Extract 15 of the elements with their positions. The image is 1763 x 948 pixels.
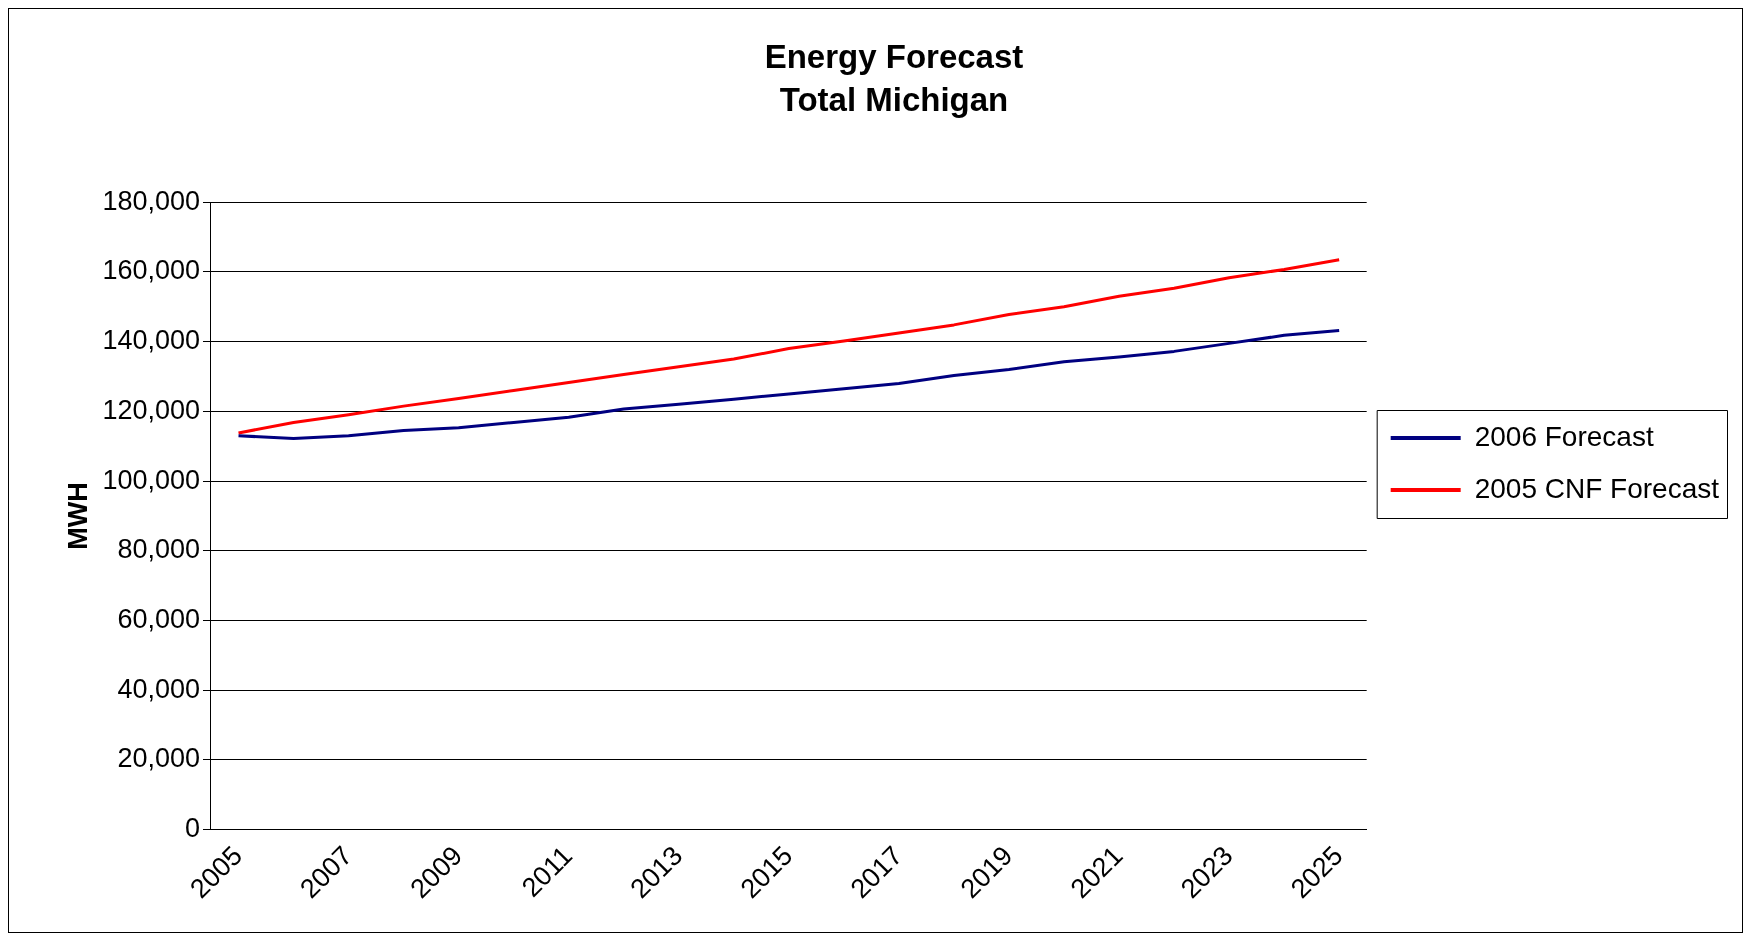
y-tick-label: 160,000: [102, 255, 200, 286]
legend-label: 2005 CNF Forecast: [1474, 472, 1720, 504]
y-tick-label: 80,000: [117, 534, 200, 565]
chart-title: Energy Forecast: [764, 37, 1024, 75]
y-tick-label: 40,000: [117, 673, 200, 704]
chart-subtitle: Total Michigan: [779, 81, 1009, 119]
y-tick-label: 60,000: [117, 603, 200, 634]
y-tick-label: 180,000: [102, 185, 200, 216]
y-tick-label: 140,000: [102, 325, 200, 356]
y-tick-label: 100,000: [102, 464, 200, 495]
y-tick-label: 0: [184, 813, 200, 844]
y-tick-label: 120,000: [102, 394, 200, 425]
y-axis-title: MWH: [62, 482, 93, 550]
legend-label: 2006 Forecast: [1474, 420, 1654, 452]
y-tick-label: 20,000: [117, 743, 200, 774]
